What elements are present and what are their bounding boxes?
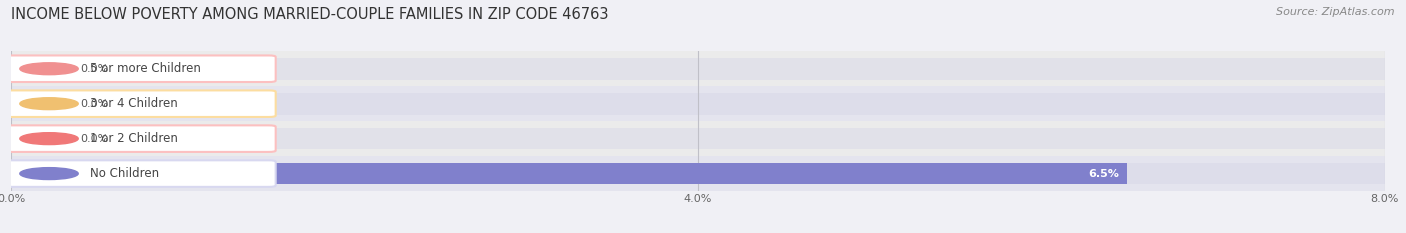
FancyBboxPatch shape [4, 55, 276, 82]
Circle shape [20, 63, 79, 75]
Bar [11, 128, 59, 150]
Bar [11, 121, 1385, 156]
Circle shape [20, 168, 79, 180]
Circle shape [20, 98, 79, 110]
Bar [11, 58, 59, 80]
Text: 5 or more Children: 5 or more Children [90, 62, 201, 75]
Text: 3 or 4 Children: 3 or 4 Children [90, 97, 179, 110]
Bar [11, 163, 1128, 185]
Bar [11, 156, 1385, 191]
Text: 0.0%: 0.0% [80, 64, 108, 74]
FancyBboxPatch shape [4, 160, 276, 187]
Text: INCOME BELOW POVERTY AMONG MARRIED-COUPLE FAMILIES IN ZIP CODE 46763: INCOME BELOW POVERTY AMONG MARRIED-COUPL… [11, 7, 609, 22]
Bar [11, 93, 59, 115]
FancyBboxPatch shape [4, 125, 276, 152]
Bar [11, 51, 1385, 86]
Text: 0.0%: 0.0% [80, 99, 108, 109]
Text: Source: ZipAtlas.com: Source: ZipAtlas.com [1277, 7, 1395, 17]
Text: 1 or 2 Children: 1 or 2 Children [90, 132, 179, 145]
Text: 0.0%: 0.0% [80, 134, 108, 144]
FancyBboxPatch shape [4, 90, 276, 117]
Bar [11, 93, 1385, 115]
Circle shape [20, 133, 79, 144]
Bar [11, 58, 1385, 80]
Bar [11, 86, 1385, 121]
Text: 6.5%: 6.5% [1088, 169, 1119, 178]
Bar [11, 163, 1385, 185]
Text: No Children: No Children [90, 167, 159, 180]
Bar [11, 128, 1385, 150]
